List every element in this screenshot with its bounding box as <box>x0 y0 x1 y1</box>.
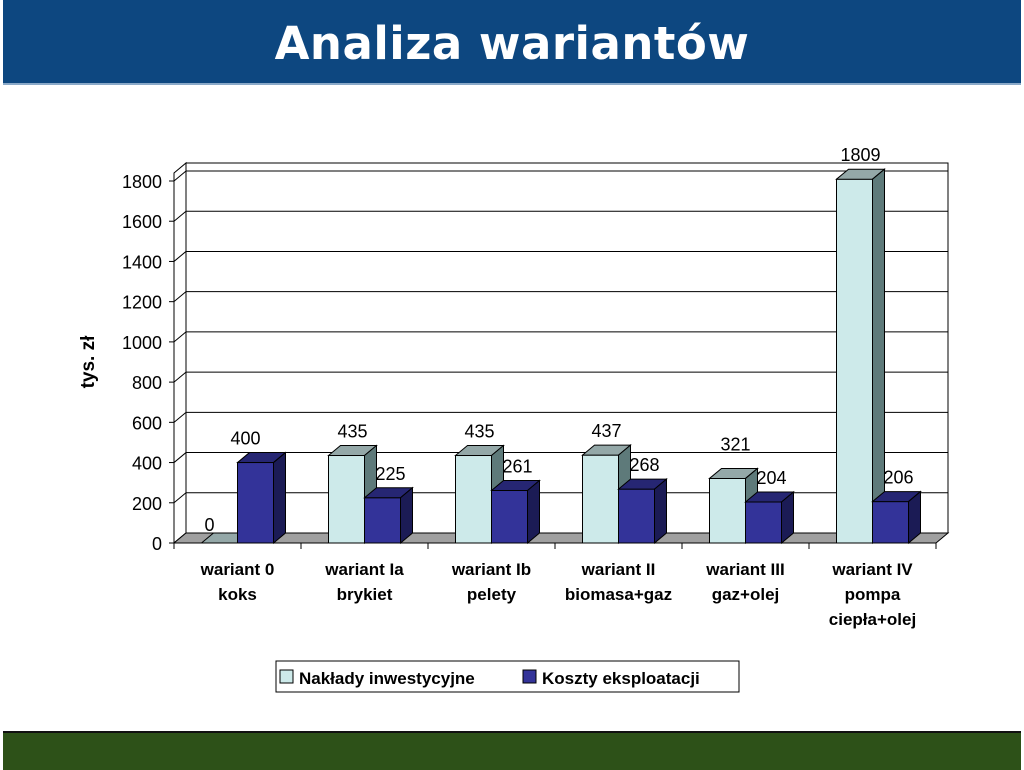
title-bar: Analiza wariantów <box>3 0 1021 85</box>
bar-koszty <box>363 486 414 545</box>
legend-label: Koszty eksploatacji <box>542 669 700 688</box>
legend-box <box>275 660 740 693</box>
bar-koszty <box>236 451 287 545</box>
x-category-label: wariant Ia <box>324 560 404 579</box>
y-tick-label: 0 <box>152 534 162 554</box>
gridline-side <box>173 411 187 423</box>
data-label: 1809 <box>840 145 880 165</box>
data-label: 0 <box>204 515 214 535</box>
y-tick-label: 1400 <box>122 252 162 272</box>
data-label: 225 <box>375 464 405 484</box>
bar-naklady <box>835 168 886 545</box>
legend-label: Nakłady inwestycyjne <box>299 669 475 688</box>
y-tick-label: 600 <box>132 413 162 433</box>
x-category-label: wariant IV <box>831 560 913 579</box>
data-label: 268 <box>629 455 659 475</box>
y-axis-label: tys. zł <box>78 335 99 389</box>
x-category-label: gaz+olej <box>712 585 780 604</box>
gridline-side <box>173 210 187 222</box>
data-label: 261 <box>502 457 532 477</box>
y-tick-label: 800 <box>132 373 162 393</box>
x-category-label: wariant Ib <box>451 560 531 579</box>
y-tick-label: 1200 <box>122 293 162 313</box>
page-title: Analiza wariantów <box>274 17 750 70</box>
y-tick-label: 200 <box>132 494 162 514</box>
y-tick-label: 1800 <box>122 172 162 192</box>
data-label: 204 <box>756 468 786 488</box>
data-label: 206 <box>883 468 913 488</box>
gridline-side <box>173 331 187 343</box>
gridline-side <box>173 291 187 303</box>
data-label: 321 <box>720 434 750 454</box>
data-label: 437 <box>591 421 621 441</box>
plot-floor <box>172 532 950 544</box>
x-category-label: biomasa+gaz <box>565 585 672 604</box>
x-category-label: ciepła+olej <box>829 610 916 629</box>
gridline-side <box>173 251 187 262</box>
x-category-label: wariant 0 <box>200 560 275 579</box>
footer-bar <box>3 731 1021 770</box>
data-label: 435 <box>337 422 367 442</box>
bar-koszty <box>744 490 795 545</box>
y-tick-label: 1600 <box>122 212 162 232</box>
bar-koszty <box>871 490 922 545</box>
gridline-side <box>173 170 187 182</box>
x-category-label: wariant II <box>581 560 656 579</box>
x-category-label: koks <box>218 585 257 604</box>
x-category-label: brykiet <box>337 585 393 604</box>
bar-naklady <box>327 444 378 545</box>
x-category-label: pompa <box>845 585 901 604</box>
data-label: 435 <box>464 422 494 442</box>
bar-koszty <box>490 479 541 545</box>
x-category-label: pelety <box>467 585 517 604</box>
y-tick-label: 400 <box>132 454 162 474</box>
legend-swatch <box>522 669 537 684</box>
y-tick-label: 1000 <box>122 333 162 353</box>
bar-koszty <box>617 478 668 545</box>
legend-swatch <box>279 669 294 684</box>
gridline-side <box>173 492 187 504</box>
gridline-side <box>173 452 187 463</box>
data-label: 400 <box>230 429 260 449</box>
plot-back-wall <box>185 162 949 534</box>
x-category-label: wariant III <box>705 560 784 579</box>
gridline-side <box>173 371 187 383</box>
